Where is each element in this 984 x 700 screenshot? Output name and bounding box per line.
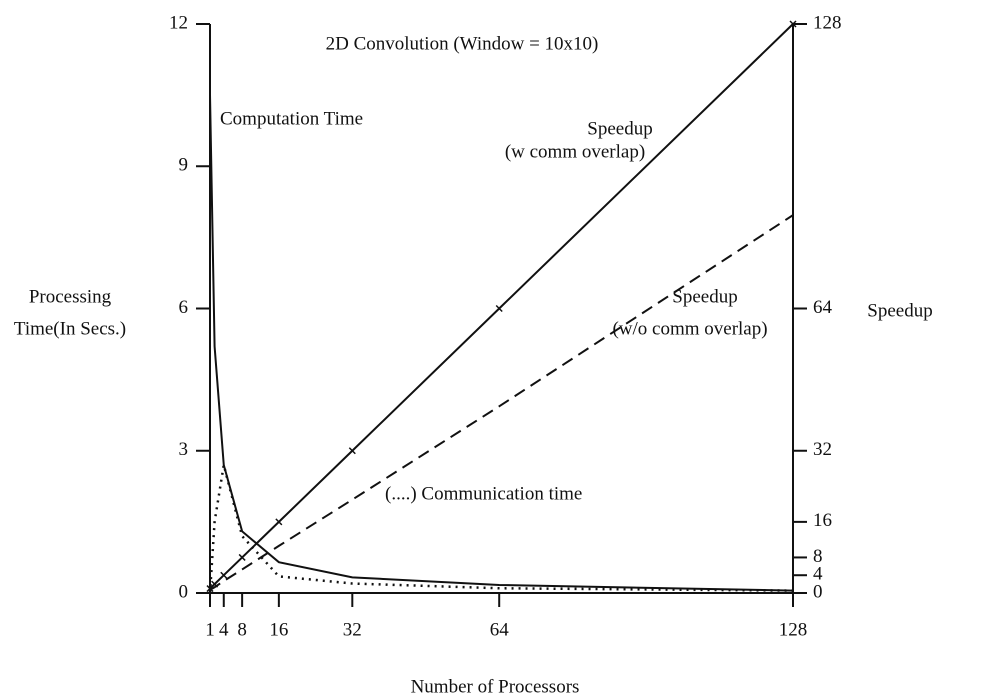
- x-tick-label: 16: [269, 619, 288, 640]
- series-line: [209, 95, 794, 592]
- chart-title: 2D Convolution (Window = 10x10): [326, 33, 599, 54]
- annotation: Computation Time: [220, 108, 363, 129]
- y-tick-label: 6: [179, 297, 189, 318]
- annotation: (....) Communication time: [385, 483, 582, 504]
- x-tick-label: 128: [779, 619, 808, 640]
- x-tick-label: 4: [219, 619, 229, 640]
- series-line: [209, 214, 794, 591]
- x-tick-label: 64: [490, 619, 510, 640]
- y-axis-label: Time(In Secs.): [14, 318, 126, 339]
- point-marker: [220, 571, 228, 579]
- point-marker: [789, 20, 797, 28]
- y-tick-label: 9: [179, 155, 189, 176]
- x-tick-label: 32: [343, 619, 362, 640]
- y-tick-label: 3: [179, 439, 189, 460]
- y2-tick-label: 128: [813, 12, 842, 33]
- x-tick-label: 1: [205, 619, 215, 640]
- y2-tick-label: 8: [813, 546, 823, 567]
- annotation: Speedup: [672, 286, 737, 307]
- y-tick-label: 12: [169, 12, 188, 33]
- y2-tick-label: 16: [813, 510, 832, 531]
- y2-tick-label: 32: [813, 439, 832, 460]
- point-marker: [495, 304, 503, 313]
- annotation: (w/o comm overlap): [612, 318, 767, 339]
- y2-tick-label: 4: [813, 564, 823, 585]
- point-marker: [275, 518, 283, 526]
- y-tick-label: 0: [179, 581, 189, 602]
- annotation: (w comm overlap): [505, 141, 645, 162]
- x-axis-label: Number of Processors: [411, 676, 580, 697]
- y2-axis-label: Speedup: [867, 300, 932, 321]
- annotation: Speedup: [587, 118, 652, 139]
- x-tick-label: 8: [237, 619, 247, 640]
- y2-tick-label: 0: [813, 581, 823, 602]
- point-marker: [348, 447, 356, 455]
- point-marker: [238, 553, 246, 561]
- y2-tick-label: 64: [813, 297, 833, 318]
- y-axis-label: Processing: [29, 286, 112, 307]
